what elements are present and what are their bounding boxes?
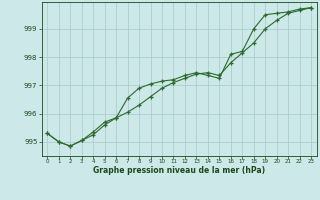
X-axis label: Graphe pression niveau de la mer (hPa): Graphe pression niveau de la mer (hPa) <box>93 166 265 175</box>
